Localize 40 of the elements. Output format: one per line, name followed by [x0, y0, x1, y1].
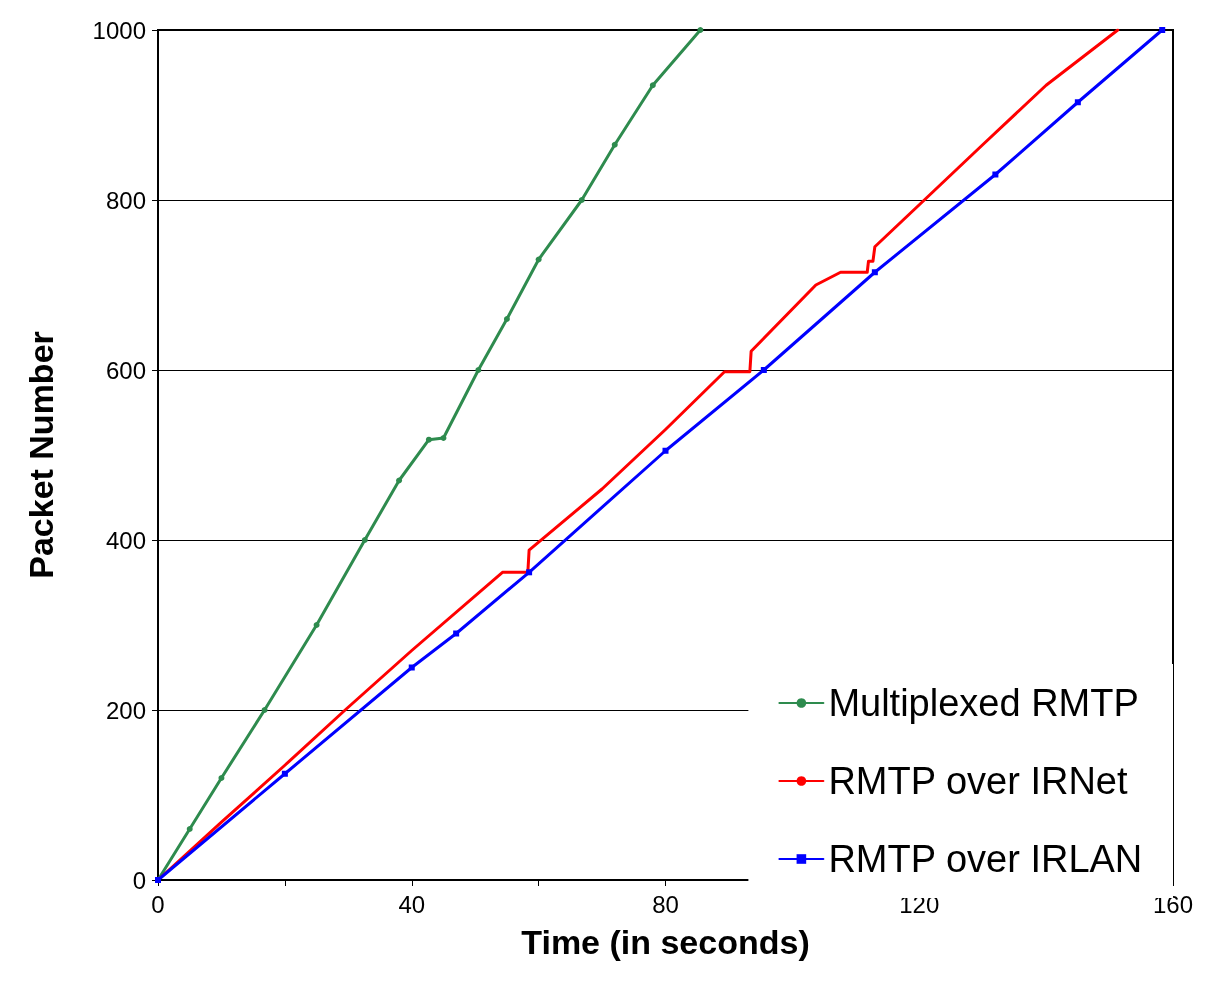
point [662, 447, 669, 454]
point [218, 775, 225, 781]
point [408, 664, 415, 671]
point [649, 82, 656, 89]
x-tick-label: 0 [151, 890, 165, 918]
point [261, 707, 268, 713]
y-tick-label: 400 [105, 526, 146, 554]
y-tick-label: 0 [132, 866, 146, 894]
point [526, 569, 533, 576]
point [1074, 99, 1081, 106]
point [503, 316, 510, 322]
x-tick-label: 160 [1152, 890, 1194, 918]
x-tick-label: 40 [398, 890, 426, 918]
point [475, 367, 482, 373]
y-axis-title: Packet Number [22, 331, 60, 579]
y-tick-label: 800 [105, 186, 146, 214]
x-tick-label: 80 [652, 890, 679, 918]
y-tick-label: 200 [105, 696, 146, 724]
point [871, 269, 878, 276]
point [361, 537, 368, 543]
y-tick-label: 1000 [92, 16, 146, 44]
point [396, 477, 403, 484]
y-tick-label: 600 [105, 356, 146, 384]
x-axis-title: Time (in seconds) [521, 923, 810, 961]
point [992, 171, 999, 178]
point [611, 141, 618, 148]
point [440, 435, 447, 441]
point [760, 367, 767, 373]
legend-label: Multiplexed RMTP [828, 682, 1139, 724]
point [425, 436, 432, 443]
legend-label: RMTP over IRNet [828, 760, 1128, 802]
point [697, 27, 704, 33]
point [186, 826, 193, 832]
point [1159, 27, 1166, 33]
point [453, 630, 460, 637]
point [281, 770, 288, 777]
point [535, 256, 542, 263]
point [313, 622, 320, 628]
legend-label: RMTP over IRLAN [828, 838, 1143, 880]
point [578, 197, 585, 203]
